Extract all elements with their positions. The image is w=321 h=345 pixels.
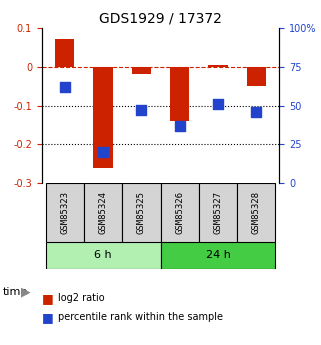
- FancyBboxPatch shape: [46, 184, 84, 242]
- Bar: [208, 65, 228, 67]
- Text: time: time: [3, 287, 29, 296]
- FancyBboxPatch shape: [237, 184, 275, 242]
- Text: ▶: ▶: [21, 285, 30, 298]
- Text: ■: ■: [42, 292, 54, 305]
- FancyBboxPatch shape: [46, 242, 160, 269]
- FancyBboxPatch shape: [160, 242, 275, 269]
- Text: GSM85327: GSM85327: [213, 191, 222, 234]
- Point: [254, 109, 259, 115]
- Point: [139, 107, 144, 113]
- Text: GSM85323: GSM85323: [60, 191, 69, 234]
- Title: GDS1929 / 17372: GDS1929 / 17372: [99, 11, 222, 25]
- Point: [215, 101, 221, 107]
- Text: ■: ■: [42, 311, 54, 324]
- FancyBboxPatch shape: [122, 184, 160, 242]
- Bar: [93, 67, 113, 168]
- Text: GSM85324: GSM85324: [99, 191, 108, 234]
- Text: GSM85328: GSM85328: [252, 191, 261, 234]
- Point: [62, 84, 67, 90]
- Text: GSM85325: GSM85325: [137, 191, 146, 234]
- Bar: [55, 39, 74, 67]
- Point: [177, 123, 182, 129]
- FancyBboxPatch shape: [160, 184, 199, 242]
- Text: percentile rank within the sample: percentile rank within the sample: [58, 313, 223, 322]
- Text: log2 ratio: log2 ratio: [58, 294, 104, 303]
- Text: GSM85326: GSM85326: [175, 191, 184, 234]
- Text: 24 h: 24 h: [205, 250, 230, 260]
- Bar: [132, 67, 151, 74]
- FancyBboxPatch shape: [199, 184, 237, 242]
- Bar: [247, 67, 266, 86]
- Bar: [170, 67, 189, 121]
- Text: 6 h: 6 h: [94, 250, 112, 260]
- FancyBboxPatch shape: [84, 184, 122, 242]
- Point: [100, 149, 106, 155]
